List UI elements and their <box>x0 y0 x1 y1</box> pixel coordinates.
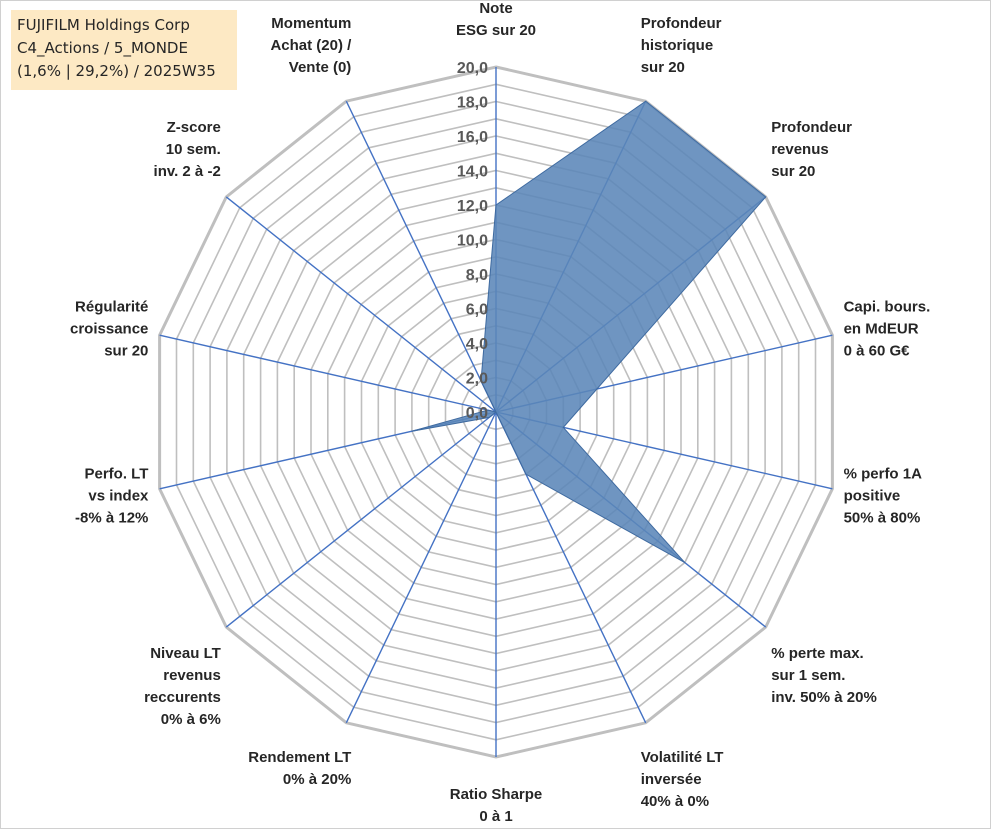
category-label: % perte max. sur 1 sem. inv. 50% à 20% <box>771 645 877 706</box>
radial-tick-label: 20,0 <box>457 60 488 77</box>
category-label-line: Z-score <box>167 119 221 136</box>
radial-tick-label: 8,0 <box>466 267 488 284</box>
data-point <box>644 100 647 103</box>
title-line-company: FUJIFILM Holdings Corp <box>17 16 190 34</box>
category-label: Note ESG sur 20 <box>456 0 536 39</box>
category-label: Perfo. LT vs index -8% à 12% <box>75 465 149 526</box>
series-area <box>411 100 767 564</box>
axis-spoke <box>225 196 497 413</box>
radial-tick-label: 10,0 <box>457 233 488 250</box>
data-point <box>524 473 527 476</box>
data-point <box>683 561 686 564</box>
category-label: Profondeur revenus sur 20 <box>771 119 852 180</box>
category-label-line: positive <box>844 487 901 504</box>
category-label-line: Rendement LT <box>248 749 351 766</box>
category-label-line: vs index <box>88 487 149 504</box>
category-label-line: Vente (0) <box>289 59 352 76</box>
data-point <box>595 388 598 391</box>
radial-tick-label: 12,0 <box>457 198 488 215</box>
category-label-line: Note <box>479 0 512 17</box>
category-label-line: 0% à 20% <box>283 771 351 788</box>
radial-tick-label: 14,0 <box>457 164 488 181</box>
category-label: Capi. bours. en MdEUR 0 à 60 G€ <box>844 299 931 360</box>
category-label-line: sur 1 sem. <box>771 667 845 684</box>
axis-spoke <box>225 411 497 628</box>
category-label-line: historique <box>641 37 714 54</box>
category-label: Ratio Sharpe 0 à 1 <box>450 786 543 825</box>
category-label-line: ESG sur 20 <box>456 22 536 39</box>
category-label-line: 50% à 80% <box>844 509 921 526</box>
category-label-line: croissance <box>70 321 148 338</box>
category-label-line: inversée <box>641 771 702 788</box>
category-label-line: 10 sem. <box>166 141 221 158</box>
radial-tick-label: 18,0 <box>457 95 488 112</box>
data-point <box>488 416 491 419</box>
category-label-line: Régularité <box>75 299 148 316</box>
category-label-line: Profondeur <box>641 15 722 32</box>
category-label-line: sur 20 <box>771 163 815 180</box>
category-label-line: Niveau LT <box>150 645 221 662</box>
category-label: Volatilité LT inversée 40% à 0% <box>641 749 724 810</box>
category-label-line: revenus <box>163 667 221 684</box>
category-label-line: revenus <box>771 141 829 158</box>
category-label-line: Momentum <box>271 15 351 32</box>
category-label: Niveau LT revenus reccurents 0% à 6% <box>144 645 221 728</box>
data-point <box>562 426 565 429</box>
category-label-line: % perte max. <box>771 645 864 662</box>
category-label-line: en MdEUR <box>844 321 919 338</box>
category-label-line: inv. 50% à 20% <box>771 689 877 706</box>
title-line-category: C4_Actions / 5_MONDE <box>17 39 188 57</box>
data-point <box>764 195 767 198</box>
category-label-line: sur 20 <box>641 59 685 76</box>
category-label: Z-score 10 sem. inv. 2 à -2 <box>154 119 221 180</box>
category-label-line: 0 à 60 G€ <box>844 343 911 360</box>
category-label-line: sur 20 <box>104 343 148 360</box>
category-label: Régularité croissance sur 20 <box>70 299 148 360</box>
category-label-line: Profondeur <box>771 119 852 136</box>
category-label-line: % perfo 1A <box>844 465 923 482</box>
axis-spoke <box>345 100 497 413</box>
category-label-line: 40% à 0% <box>641 793 709 810</box>
axis-spoke <box>345 411 497 724</box>
category-label-line: Ratio Sharpe <box>450 786 543 803</box>
category-label-line: Achat (20) / <box>270 37 352 54</box>
category-label-line: Perfo. LT <box>85 465 149 482</box>
category-label: Rendement LT 0% à 20% <box>248 749 351 788</box>
radial-tick-label: 4,0 <box>466 336 488 353</box>
category-label: Profondeur historique sur 20 <box>641 15 722 76</box>
category-label: Momentum Achat (20) / Vente (0) <box>270 15 352 76</box>
radial-tick-label: 16,0 <box>457 129 488 146</box>
title-line-stats: (1,6% | 29,2%) / 2025W35 <box>17 62 216 80</box>
category-label-line: 0 à 1 <box>479 808 512 825</box>
radial-tick-label: 2,0 <box>466 371 488 388</box>
data-point <box>410 430 413 433</box>
category-label: % perfo 1A positive 50% à 80% <box>844 465 923 526</box>
category-label-line: 0% à 6% <box>161 711 221 728</box>
chart-title-box: FUJIFILM Holdings Corp C4_Actions / 5_MO… <box>11 10 237 90</box>
category-label-line: reccurents <box>144 689 221 706</box>
radial-tick-label: 6,0 <box>466 302 488 319</box>
data-point <box>495 411 498 414</box>
axis-spoke <box>159 334 497 413</box>
category-label-line: inv. 2 à -2 <box>154 163 221 180</box>
category-label-line: Capi. bours. <box>844 299 931 316</box>
data-point <box>495 204 498 207</box>
category-label-line: -8% à 12% <box>75 509 148 526</box>
category-label-line: Volatilité LT <box>641 749 724 766</box>
radial-tick-label: 0,0 <box>466 405 488 422</box>
